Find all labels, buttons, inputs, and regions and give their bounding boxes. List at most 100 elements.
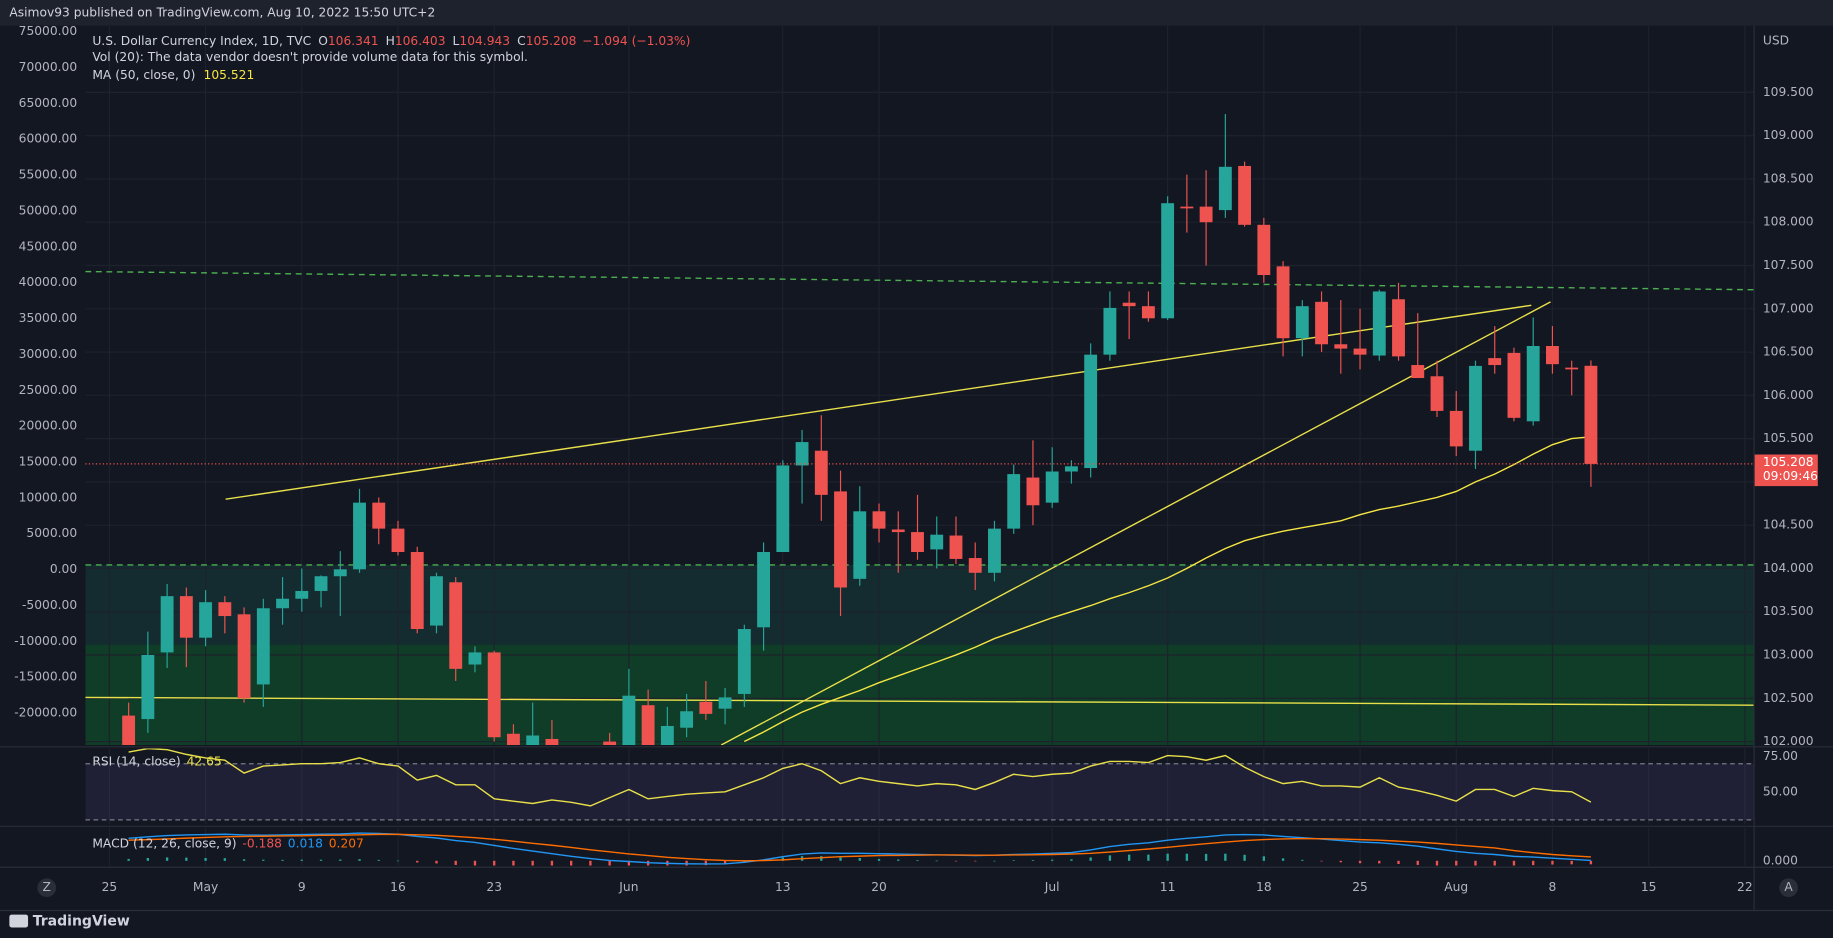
candle-body	[1257, 224, 1271, 276]
macd-histogram-bar	[146, 858, 150, 861]
candle-body	[1469, 365, 1482, 451]
ohlc-label: O	[318, 33, 328, 47]
y-tick-label: 107.500	[1763, 258, 1814, 272]
published-note: Asimov93 published on TradingView.com, A…	[9, 5, 435, 19]
macd-histogram-bar	[1339, 860, 1342, 863]
macd-histogram-bar	[1204, 853, 1208, 861]
candle-body	[911, 532, 924, 552]
candle-body	[1353, 348, 1367, 355]
x-tick-label: Aug	[1444, 880, 1468, 894]
candle-body	[737, 629, 751, 694]
macd-histogram-bar	[300, 859, 303, 861]
macd-histogram-bar	[165, 857, 169, 861]
macd-histogram-bar	[1108, 855, 1112, 861]
candle-body	[256, 608, 270, 685]
left-tick-label: -15000.00	[14, 670, 77, 684]
macd-histogram-bar	[589, 860, 592, 866]
brand-name: TradingView	[33, 914, 130, 930]
brand-logo	[9, 914, 29, 928]
left-tick-label: 30000.00	[19, 347, 78, 361]
axis-button-label[interactable]: A	[1784, 880, 1793, 894]
macd-histogram-bar	[1358, 860, 1362, 864]
candle-body	[1103, 307, 1117, 355]
candle-body	[526, 735, 540, 746]
left-tick-label: -10000.00	[14, 634, 77, 648]
candle-body	[603, 741, 617, 746]
candle-body	[1084, 354, 1098, 469]
macd-histogram-bar	[1378, 860, 1381, 864]
legend-line: MACD (12, 26, close, 9) -0.188 0.018 0.207	[92, 836, 364, 850]
macd-histogram-bar	[319, 859, 323, 861]
candle-body	[968, 558, 982, 573]
candle-body	[1315, 301, 1328, 345]
macd-histogram-bar	[627, 860, 631, 866]
candle-body	[449, 582, 463, 669]
macd-histogram-bar	[1474, 860, 1477, 866]
candle-body	[776, 465, 790, 552]
top-bar	[0, 0, 1833, 26]
ohlc-value: 105.208	[526, 33, 577, 47]
y-tick-label: 109.500	[1763, 85, 1814, 99]
macd-histogram-bar	[1089, 857, 1092, 861]
rsi-line	[128, 748, 1592, 807]
macd-histogram-bar	[550, 860, 554, 866]
ohlc-label: L	[453, 33, 460, 47]
macd-histogram-bar	[1051, 859, 1054, 861]
candle-body	[1334, 344, 1348, 349]
candle-body	[1141, 306, 1155, 319]
macd-histogram-bar	[954, 860, 958, 862]
candle-body	[622, 695, 636, 746]
macd-histogram-bar	[608, 860, 611, 866]
macd-histogram-bar	[877, 858, 881, 861]
currency-label: USD	[1763, 33, 1789, 47]
macd-histogram-bar	[723, 860, 727, 865]
macd-histogram-bar	[281, 859, 284, 861]
macd-histogram-bar	[1147, 854, 1150, 861]
candle-body	[179, 596, 193, 638]
candle-body	[718, 697, 732, 709]
macd-histogram-bar	[1301, 859, 1304, 861]
macd-histogram-bar	[1281, 858, 1285, 861]
candle-body	[680, 711, 694, 728]
x-tick-label: 13	[775, 880, 791, 894]
axis-button[interactable]	[1779, 878, 1798, 898]
left-tick-label: 40000.00	[19, 275, 78, 289]
macd-histogram-bar	[204, 858, 207, 861]
ohlc-value: 104.943	[459, 33, 510, 47]
candle-body	[1584, 365, 1598, 464]
macd-histogram-bar	[1224, 853, 1227, 861]
macd-histogram-bar	[531, 860, 534, 866]
y-tick-label: 102.000	[1763, 734, 1814, 748]
axis-button-label[interactable]: Z	[43, 880, 51, 894]
left-tick-label: 35000.00	[19, 311, 78, 325]
candle-body	[1045, 471, 1059, 503]
macd-histogram-bar	[377, 859, 380, 861]
rsi-tick-label: 75.00	[1763, 749, 1798, 763]
candle-body	[410, 551, 424, 630]
axis-button[interactable]	[37, 878, 57, 898]
macd-histogram-bar	[512, 860, 515, 866]
macd-histogram-bar	[1416, 860, 1419, 865]
candle-body	[295, 590, 309, 599]
candle-body	[1064, 466, 1078, 472]
candle-body	[507, 733, 520, 746]
macd-histogram-bar	[685, 860, 688, 866]
candle-body	[814, 450, 828, 495]
x-tick-label: Jul	[1044, 880, 1060, 894]
ohlc-label: C	[517, 33, 526, 47]
candle-body	[891, 529, 905, 533]
macd-line	[128, 832, 1591, 865]
candle-body	[487, 652, 501, 738]
macd-name: MACD (12, 26, close, 9)	[92, 836, 236, 850]
left-tick-label: 70000.00	[19, 60, 78, 74]
candle-body	[1392, 299, 1405, 357]
candle-body	[314, 576, 328, 591]
macd-histogram-bar	[1570, 860, 1573, 865]
main-pane	[85, 25, 1754, 746]
macd-histogram-bar	[858, 858, 861, 861]
macd-pane	[108, 828, 1746, 866]
x-tick-label: 23	[486, 880, 502, 894]
macd-histogram-bar	[358, 859, 361, 861]
